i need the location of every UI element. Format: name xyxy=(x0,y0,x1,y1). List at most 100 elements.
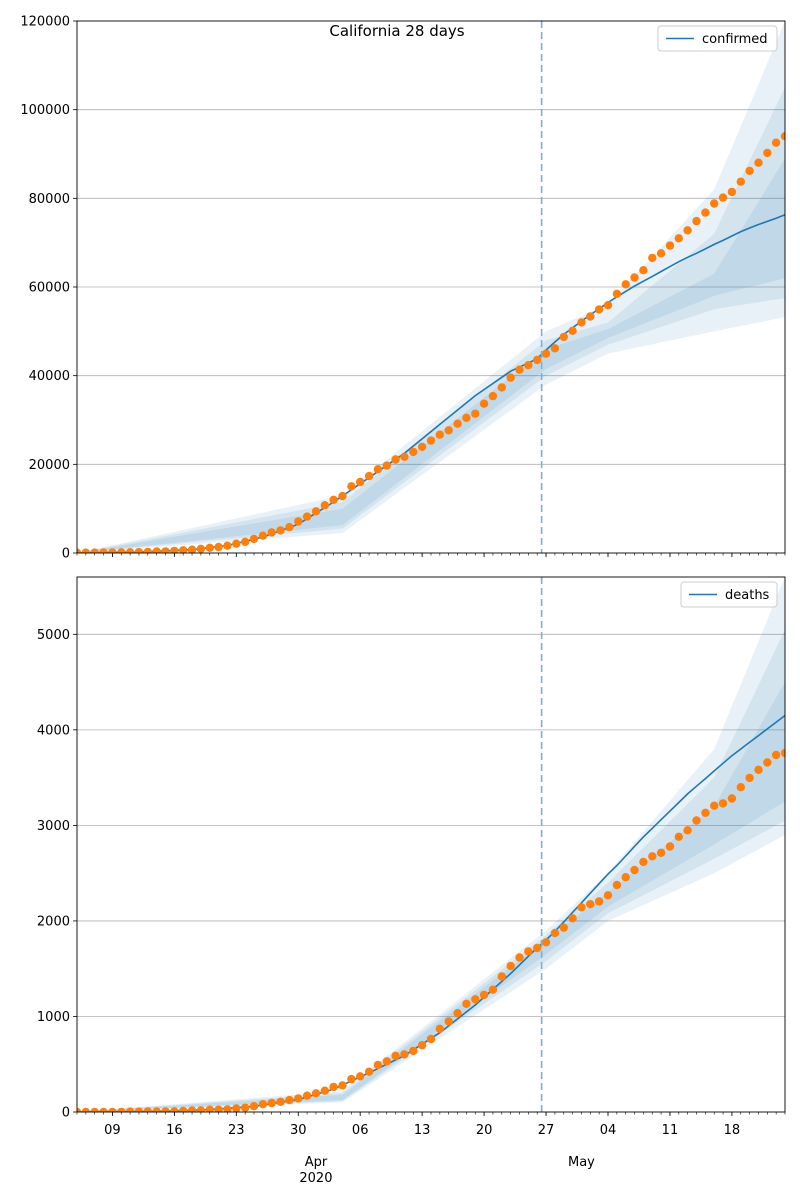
observed-point xyxy=(727,187,737,197)
observed-point xyxy=(612,880,622,890)
observed-point xyxy=(648,253,657,263)
observed-point xyxy=(320,1086,329,1095)
observed-point xyxy=(99,1107,108,1112)
observed-point xyxy=(577,903,586,912)
x-tick-label-20: 20 xyxy=(476,1123,493,1138)
observed-point xyxy=(780,132,785,141)
uncertainty-band-1 xyxy=(77,21,785,553)
observed-point xyxy=(417,1041,427,1050)
observed-point xyxy=(462,413,471,422)
uncertainty-band-3 xyxy=(77,682,785,1112)
observed-point xyxy=(179,546,188,553)
observed-point xyxy=(444,1017,453,1026)
observed-point xyxy=(134,547,144,553)
observed-point xyxy=(550,344,560,353)
legend-label-confirmed: confirmed xyxy=(702,32,768,47)
observed-point xyxy=(117,548,126,553)
observed-point xyxy=(736,783,745,792)
observed-point xyxy=(90,1107,99,1112)
observed-point xyxy=(117,1107,126,1112)
observed-point xyxy=(506,961,515,971)
observed-point xyxy=(568,326,577,335)
observed-point xyxy=(656,848,666,857)
observed-point xyxy=(364,1067,374,1076)
x-tick-label-30: 30 xyxy=(290,1123,307,1138)
observed-point xyxy=(125,548,135,553)
observed-point xyxy=(594,305,604,314)
observed-point xyxy=(736,177,745,186)
observed-point xyxy=(621,280,630,289)
y-tick-label-0: 0 xyxy=(62,1106,70,1121)
confirmed-panel: 0 20000 40000 60000 80000 100000 120000 confirm… xyxy=(20,15,786,562)
observed-point xyxy=(692,216,701,226)
observed-point xyxy=(515,365,524,374)
observed-point xyxy=(329,495,338,504)
x-tick-label-11: 11 xyxy=(662,1123,679,1138)
observed-point xyxy=(356,1072,365,1081)
observed-point xyxy=(373,1060,383,1070)
y-tick-label-1000: 1000 xyxy=(37,1010,70,1025)
observed-point xyxy=(108,548,117,553)
observed-point xyxy=(665,842,675,851)
observed-point xyxy=(311,507,321,516)
observed-point xyxy=(488,985,498,994)
x-tick-label-27: 27 xyxy=(538,1123,555,1138)
observed-point xyxy=(241,1103,250,1112)
observed-point xyxy=(710,199,719,208)
observed-point xyxy=(683,826,692,835)
observed-point xyxy=(347,1074,356,1084)
observed-point xyxy=(249,1102,259,1111)
observed-point xyxy=(187,545,197,553)
observed-point xyxy=(453,419,462,428)
observed-point xyxy=(426,436,436,445)
observed-point xyxy=(444,426,453,435)
observed-point xyxy=(205,1105,214,1112)
observed-point xyxy=(612,289,622,298)
observed-point xyxy=(621,873,630,882)
observed-point xyxy=(161,547,170,553)
observed-point xyxy=(586,900,595,909)
observed-point xyxy=(311,1089,321,1098)
observed-point xyxy=(347,482,356,491)
observed-point xyxy=(329,1082,338,1092)
month-label-may: May xyxy=(568,1155,595,1170)
observed-point xyxy=(506,373,515,382)
chart-title: California 28 days xyxy=(329,22,464,40)
observed-point xyxy=(692,816,701,825)
plot-area xyxy=(77,577,785,1112)
observed-point xyxy=(771,138,781,147)
observed-point xyxy=(524,947,533,956)
observed-point xyxy=(754,158,763,167)
observed-point xyxy=(471,995,480,1004)
observed-point xyxy=(497,972,506,981)
observed-point xyxy=(223,541,232,550)
observed-point xyxy=(568,914,577,923)
observed-point xyxy=(258,531,268,540)
observed-point xyxy=(125,1107,135,1112)
observed-point xyxy=(400,452,409,461)
observed-point xyxy=(143,547,152,553)
x-tick-label-04: 04 xyxy=(600,1123,617,1138)
observed-point xyxy=(338,1081,347,1090)
observed-point xyxy=(99,548,108,553)
y-tick-label-5000: 5000 xyxy=(37,628,70,643)
plot-area xyxy=(77,21,785,553)
observed-point xyxy=(170,546,179,553)
observed-point xyxy=(603,891,613,900)
observed-point xyxy=(409,447,418,457)
x-tick-label-23: 23 xyxy=(228,1123,245,1138)
observed-point xyxy=(763,758,772,767)
observed-point xyxy=(382,1057,391,1066)
observed-point xyxy=(409,1046,418,1056)
observed-point xyxy=(373,465,383,474)
observed-point xyxy=(586,312,595,321)
x-tick-label-09: 09 xyxy=(104,1123,121,1138)
observed-point xyxy=(479,399,489,408)
observed-point xyxy=(294,517,303,526)
observed-point xyxy=(550,928,560,938)
y-tick-label-100000: 100000 xyxy=(20,103,70,118)
observed-point xyxy=(276,526,285,535)
x-tick-label-16: 16 xyxy=(166,1123,183,1138)
